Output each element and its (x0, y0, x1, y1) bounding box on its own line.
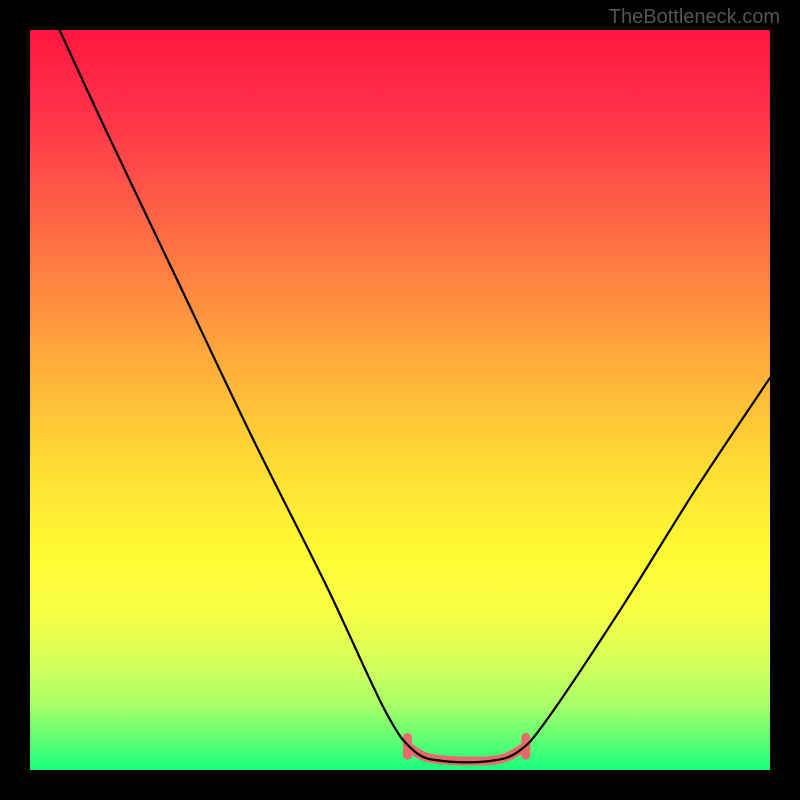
bottleneck-curve (60, 30, 770, 762)
watermark-text: TheBottleneck.com (609, 6, 780, 29)
curve-layer (30, 30, 770, 770)
plot-area (30, 30, 770, 770)
